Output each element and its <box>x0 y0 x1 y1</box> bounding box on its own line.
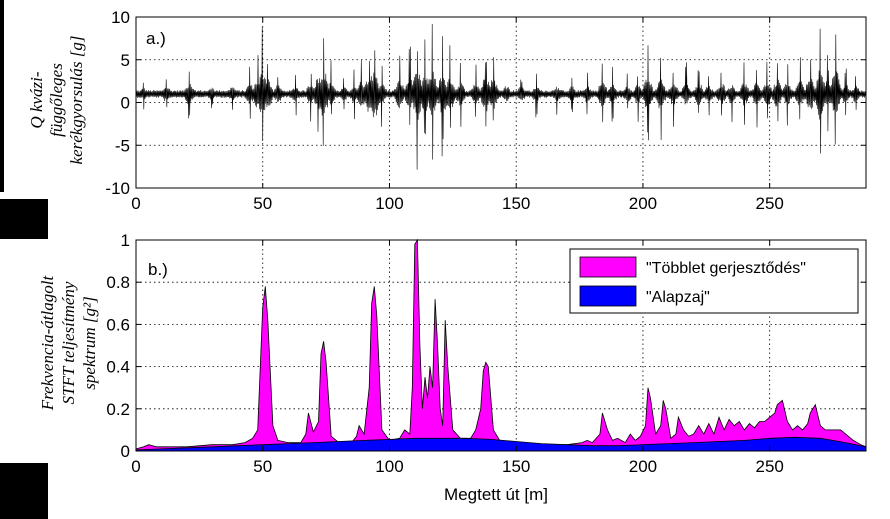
panel-b-ticks: 0 50 100 150 200 250 1 0.8 0.6 0.4 0.2 0 <box>106 231 866 476</box>
panel-b-y-tick-label: 0.6 <box>106 315 130 334</box>
legend-swatch-noise <box>579 285 637 307</box>
panel-a-y-tick-label: 0 <box>121 94 130 113</box>
panel-b-y-tick-label: 0.2 <box>106 400 130 419</box>
panel-b-y-tick-label: 1 <box>121 231 130 250</box>
panel-a-y-label-line: kerékgyorsulás [g] <box>67 36 86 165</box>
x-axis-label: Megtett út [m] <box>444 485 548 504</box>
panel-a-y-axis-label: Q kvázi-függőleges kerékgyorsulás [g] <box>27 36 86 165</box>
panel-b-y-label-line: Frekvencia-átlagolt <box>38 275 57 412</box>
ylabel-box-bottom <box>0 463 48 519</box>
panel-a-y-label-line: Q kvázi- <box>27 71 46 128</box>
panel-b-x-tick-label: 200 <box>629 457 657 476</box>
legend-swatch-excess <box>579 256 637 278</box>
excess-excitation-area <box>135 238 867 452</box>
panel-a-x-tick-label: 150 <box>502 194 530 213</box>
panel-b-frame <box>135 239 867 452</box>
ylabel-backdrop-bottom <box>4 239 114 459</box>
panel-a-tag: a.) <box>146 29 166 48</box>
panel-a-y-tick-label: -10 <box>105 179 130 198</box>
panel-a-x-tick-label: 200 <box>629 194 657 213</box>
panel-b-x-tick-label: 150 <box>502 457 530 476</box>
panel-b-y-label-line: spektrum [g²] <box>80 296 99 389</box>
panel-a-x-tick-label: 0 <box>131 194 140 213</box>
legend-label-noise: "Alapzaj" <box>646 289 710 306</box>
panel-b-x-tick-label: 50 <box>253 457 272 476</box>
panel-a-y-tick-label: 10 <box>111 8 130 27</box>
base-noise-area <box>135 436 867 452</box>
panel-b-tag: b.) <box>148 260 168 279</box>
panel-b-x-tick-label: 250 <box>755 457 783 476</box>
panel-b-y-tick-label: 0.8 <box>106 273 130 292</box>
panel-b-x-tick-label: 100 <box>375 457 403 476</box>
panel-a-x-tick-label: 100 <box>375 194 403 213</box>
panel-b-y-tick-label: 0.4 <box>106 358 130 377</box>
panel-a-x-tick-label: 50 <box>253 194 272 213</box>
panel-b-y-label-line: STFT teljesítmény <box>59 281 78 404</box>
ylabel-backdrop-top <box>4 0 92 192</box>
panel-a-y-tick-label: 5 <box>121 51 130 70</box>
panel-b-y-axis-label: Frekvencia-átlagolt STFT teljesítmény spek… <box>38 275 99 412</box>
panel-a-y-label-line: függőleges <box>47 63 66 137</box>
legend-label-excess: "Többlet gerjesztődés" <box>646 260 806 277</box>
panel-b: 0 50 100 150 200 250 1 0.8 0.6 0.4 0.2 0 b.) Frekve… <box>38 231 867 504</box>
legend: "Többlet gerjesztődés" "Alapzaj" <box>569 248 859 314</box>
panel-b-y-tick-label: 0 <box>121 442 130 461</box>
panel-a-x-tick-label: 250 <box>755 194 783 213</box>
ylabel-box-middle <box>0 199 48 239</box>
acceleration-signal-line <box>135 23 867 170</box>
panel-a-y-tick-label: -5 <box>115 136 130 155</box>
panel-b-x-tick-label: 0 <box>131 457 140 476</box>
panel-b-grid <box>136 240 866 451</box>
